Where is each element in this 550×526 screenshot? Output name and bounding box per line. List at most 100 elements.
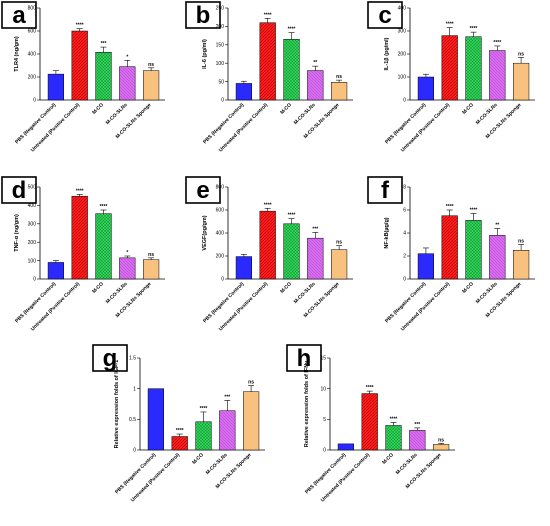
category-label: PBS (Negative Control) xyxy=(202,281,245,324)
bar-untreated xyxy=(171,436,188,451)
bar-sponge xyxy=(432,444,450,451)
category-label: M-CO-SLNs xyxy=(293,102,317,126)
y-tick-label: 6 xyxy=(403,208,406,214)
y-tick-label: 5 xyxy=(323,417,326,423)
bar-untreated xyxy=(441,215,458,280)
y-tick-label: 10 xyxy=(320,386,326,392)
significance-label: ns xyxy=(518,51,524,57)
significance-label: ns xyxy=(248,380,254,386)
category-label: Untreated (Positive Control) xyxy=(218,102,269,153)
panel-letter-box xyxy=(185,1,221,29)
y-tick-label: 800 xyxy=(28,6,37,12)
significance-label: ns xyxy=(336,240,342,246)
y-tick-label: 250 xyxy=(216,6,225,12)
category-label: M-CO-SLNs xyxy=(205,452,229,476)
y-tick-label: 0.5 xyxy=(129,417,136,423)
significance-label: ns xyxy=(148,252,154,258)
significance-label: *** xyxy=(414,422,420,428)
category-label: M-CO-SLNs xyxy=(105,102,129,126)
significance-label: *** xyxy=(224,394,230,400)
significance-label: **** xyxy=(493,40,501,46)
y-tick-label: 0 xyxy=(33,277,36,283)
significance-label: **** xyxy=(446,204,454,210)
y-tick-label: 50 xyxy=(218,79,224,85)
y-tick-label: 400 xyxy=(398,6,407,12)
y-tick-label: 400 xyxy=(216,231,225,237)
category-label: M-CO xyxy=(91,102,105,116)
panel-h: h 0 5 10 15 Relative expression folds of IFNγ… xyxy=(286,344,455,503)
panel-letter-box xyxy=(1,1,37,29)
y-tick-label: 300 xyxy=(28,222,37,228)
significance-label: **** xyxy=(470,26,478,32)
panel-letter-text: h xyxy=(297,345,312,372)
panel-g-letter: g xyxy=(92,344,128,372)
panel-letter-text: a xyxy=(12,2,26,29)
panel-letter-box xyxy=(1,176,37,204)
y-axis-label: TLR4 (ng/gm) xyxy=(14,36,20,72)
y-tick-label: 150 xyxy=(216,43,225,49)
bar-untreated xyxy=(71,195,88,280)
panel-b-letter: b xyxy=(185,1,221,29)
y-tick-label: 200 xyxy=(28,240,37,246)
category-label: PBS (Negative Control) xyxy=(14,102,57,145)
category-label: PBS (Negative Control) xyxy=(384,102,427,145)
category-label: M-CO xyxy=(91,281,105,295)
panel-h-letter: h xyxy=(286,344,322,372)
significance-label: *** xyxy=(101,41,107,47)
significance-label: ns xyxy=(148,62,154,68)
category-label: M-CO xyxy=(191,452,205,466)
bar-sponge xyxy=(330,249,348,280)
y-tick-label: 100 xyxy=(398,75,407,81)
significance-label: *** xyxy=(312,226,318,232)
y-tick-label: 800 xyxy=(216,185,225,191)
category-label: M-CO xyxy=(381,452,395,466)
bar-sln xyxy=(409,430,426,451)
panel-letter-box xyxy=(367,1,403,29)
y-axis-label: IL-1β (pg/ml) xyxy=(384,37,390,70)
bar-sln xyxy=(219,410,236,451)
bar-mco xyxy=(465,220,482,280)
panel-f-letter: f xyxy=(367,176,403,204)
panel-f: f 0 2 4 6 8 NF-kB(µg/g) PBS (Negative Control) *… xyxy=(367,176,535,332)
bar-mco xyxy=(195,421,212,451)
bar-sln xyxy=(119,66,136,101)
significance-label: **** xyxy=(288,27,296,33)
significance-label: **** xyxy=(264,12,272,18)
bar-untreated xyxy=(71,30,88,101)
significance-label: ** xyxy=(313,60,317,66)
bar-sln xyxy=(307,70,324,101)
bar-untreated xyxy=(361,393,378,451)
y-axis-label: Relative expression folds of IGF-1 xyxy=(114,360,120,449)
panel-letter-box xyxy=(367,176,403,204)
significance-label: **** xyxy=(390,416,398,422)
bar-pbs xyxy=(417,76,435,101)
category-label: M-CO-SLNs xyxy=(395,452,419,476)
category-label: Untreated (Positive Control) xyxy=(320,452,371,503)
bar-sponge xyxy=(242,391,260,451)
y-axis-label: VEGF(pg/gm) xyxy=(202,215,208,250)
y-tick-label: 200 xyxy=(216,24,225,30)
bar-mco xyxy=(283,39,300,101)
y-tick-label: 0 xyxy=(323,448,326,454)
category-label: PBS (Negative Control) xyxy=(304,452,347,495)
category-label: M-CO xyxy=(279,281,293,295)
category-label: PBS (Negative Control) xyxy=(14,281,57,324)
panel-letter-text: g xyxy=(103,345,118,372)
significance-label: **** xyxy=(366,385,374,391)
panel-e-letter: e xyxy=(185,176,221,204)
category-label: Untreated (Positive Control) xyxy=(130,452,181,503)
y-tick-label: 4 xyxy=(403,231,406,237)
bar-sln xyxy=(307,237,324,280)
significance-label: * xyxy=(126,250,128,256)
bar-sln xyxy=(489,50,506,101)
significance-label: **** xyxy=(100,204,108,210)
y-axis-label: IL-6 (pg/ml) xyxy=(202,39,208,69)
panel-c-letter: c xyxy=(367,1,403,29)
significance-label: **** xyxy=(446,22,454,28)
bar-pbs xyxy=(235,256,253,280)
bar-sln xyxy=(119,257,136,280)
bar-untreated xyxy=(259,210,276,280)
y-tick-label: 500 xyxy=(28,185,37,191)
panel-c: c 0 100 200 300 400 IL-1β (pg/ml) PBS (Negative… xyxy=(367,1,535,153)
y-tick-label: 0 xyxy=(133,448,136,454)
